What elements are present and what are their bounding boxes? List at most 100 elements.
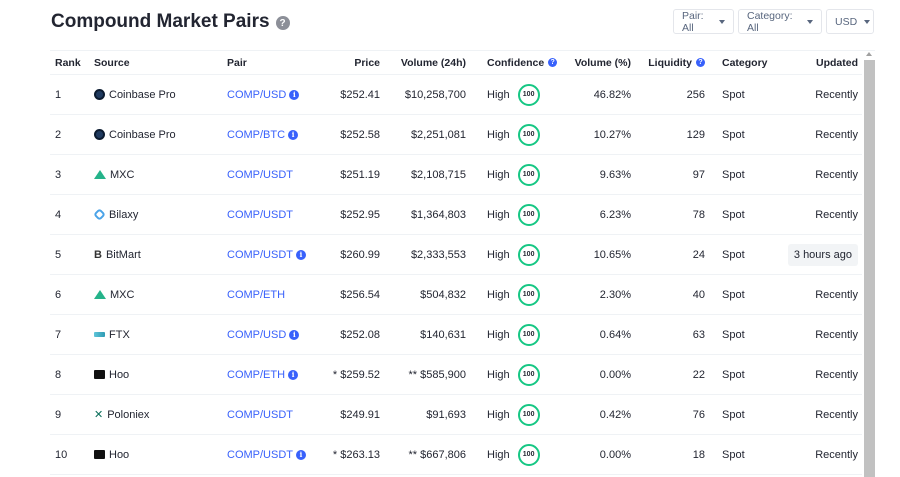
source-cell[interactable]: MXC (94, 275, 219, 314)
pair-cell[interactable]: COMP/USDT (227, 195, 327, 234)
info-icon[interactable]: i (296, 449, 306, 460)
header-price[interactable]: Price (354, 56, 380, 69)
pair-link[interactable]: COMP/USD (227, 88, 287, 101)
help-icon[interactable]: ? (548, 58, 558, 67)
updated-text: 3 hours ago (787, 243, 858, 266)
source-cell[interactable]: Hoo (94, 355, 219, 394)
header-updated[interactable]: Updated (816, 56, 858, 69)
rank-cell: 6 (55, 288, 62, 301)
table-row[interactable]: 2 Coinbase Pro COMP/BTC i $252.58 $2,251,081 H… (50, 115, 862, 155)
updated-text: Recently (815, 408, 858, 421)
source-cell[interactable]: Coinbase Pro (94, 75, 219, 114)
category-cell: Spot (722, 368, 745, 381)
confidence-label: High (487, 208, 510, 221)
pair-link[interactable]: COMP/USD (227, 328, 287, 341)
pair-cell[interactable]: COMP/USDT (227, 155, 327, 194)
pair-link[interactable]: COMP/USDT (227, 168, 293, 181)
header-source[interactable]: Source (94, 56, 130, 69)
price-cell: $252.08 (340, 328, 380, 341)
info-icon[interactable]: i (289, 89, 300, 100)
category-cell: Spot (722, 168, 745, 181)
scroll-up-arrow-icon[interactable] (866, 52, 872, 56)
source-cell[interactable]: Bilaxy (93, 195, 219, 234)
pair-cell[interactable]: COMP/ETH i (227, 355, 327, 394)
volume-cell: $1,364,803 (410, 208, 466, 221)
confidence-cell: High 100 (487, 115, 577, 154)
market-pairs-table: Rank Source Pair Price Volume (24h) Conf… (50, 50, 875, 477)
confidence-score-badge: 100 (517, 83, 540, 106)
source-cell[interactable]: Coinbase Pro (94, 115, 219, 154)
confidence-cell: High 100 (487, 235, 577, 274)
source-name: Hoo (109, 368, 130, 381)
currency-dropdown[interactable]: USD (826, 9, 874, 34)
pair-link[interactable]: COMP/USDT (227, 208, 293, 221)
price-cell: $252.58 (340, 128, 380, 141)
pair-cell[interactable]: COMP/USDT i (227, 235, 327, 274)
info-icon[interactable]: i (296, 249, 306, 260)
table-row[interactable]: 3 MXC COMP/USDT $251.19 $2,108,715 High 100 9.6… (50, 155, 862, 195)
source-cell[interactable]: B BitMart (94, 235, 219, 274)
header-category[interactable]: Category (722, 56, 768, 69)
liquidity-cell: 24 (692, 248, 705, 261)
hoo-icon (94, 450, 105, 459)
table-row[interactable]: 4 Bilaxy COMP/USDT $252.95 $1,364,803 High 100… (50, 195, 862, 235)
liquidity-cell: 78 (692, 208, 705, 221)
info-icon[interactable]: i (289, 329, 300, 340)
info-icon[interactable]: i (288, 369, 299, 380)
pair-cell[interactable]: COMP/ETH (227, 275, 327, 314)
volume-percent-cell: 0.00% (599, 448, 631, 461)
mxc-icon (94, 290, 106, 299)
updated-cell: Recently (768, 435, 858, 474)
pair-link[interactable]: COMP/BTC (227, 128, 286, 141)
volume-cell: $91,693 (426, 408, 466, 421)
pair-filter-dropdown[interactable]: Pair: All (673, 9, 734, 34)
header-liquidity[interactable]: Liquidity ? (635, 51, 705, 74)
header-volume-percent[interactable]: Volume (%) (574, 56, 631, 69)
updated-cell: Recently (768, 195, 858, 234)
pair-cell[interactable]: COMP/USDT i (227, 435, 327, 474)
rank-cell: 9 (55, 408, 62, 421)
pair-link[interactable]: COMP/USDT (227, 448, 293, 461)
pair-filter-label: Pair: All (682, 9, 704, 34)
header-rank[interactable]: Rank (55, 56, 81, 69)
volume-percent-cell: 10.65% (593, 248, 631, 261)
pair-cell[interactable]: COMP/USDT (227, 395, 327, 434)
liquidity-cell: 97 (692, 168, 705, 181)
help-icon[interactable]: ? (275, 16, 290, 30)
pair-cell[interactable]: COMP/BTC i (227, 115, 327, 154)
header-pair[interactable]: Pair (227, 56, 247, 69)
table-row[interactable]: 8 Hoo COMP/ETH i * $259.52 ** $585,900 High 100… (50, 355, 862, 395)
confidence-label: High (487, 368, 510, 381)
table-row[interactable]: 10 Hoo COMP/USDT i * $263.13 ** $667,806 High 1… (50, 435, 862, 475)
confidence-label: High (487, 248, 510, 261)
scrollbar[interactable] (864, 60, 875, 477)
table-row[interactable]: 7 FTX COMP/USD i $252.08 $140,631 High 100 0.64%… (50, 315, 862, 355)
pair-link[interactable]: COMP/ETH (227, 368, 286, 381)
ftx-icon (94, 332, 105, 337)
volume-cell: ** $585,900 (408, 368, 467, 381)
table-row[interactable]: 6 MXC COMP/ETH $256.54 $504,832 High 100 2.30% 4… (50, 275, 862, 315)
pair-link[interactable]: COMP/ETH (227, 288, 286, 301)
table-row[interactable]: 5 B BitMart COMP/USDT i $260.99 $2,333,553 High… (50, 235, 862, 275)
source-cell[interactable]: ✕ Poloniex (94, 395, 219, 434)
volume-cell: $2,108,715 (410, 168, 466, 181)
pair-link[interactable]: COMP/USDT (227, 248, 293, 261)
info-icon[interactable]: i (288, 129, 299, 140)
table-row[interactable]: 1 Coinbase Pro COMP/USD i $252.41 $10,258,700… (50, 75, 862, 115)
header-confidence[interactable]: Confidence ? (487, 51, 572, 74)
volume-percent-cell: 10.27% (593, 128, 631, 141)
confidence-cell: High 100 (487, 395, 577, 434)
header-volume[interactable]: Volume (24h) (400, 56, 466, 69)
source-cell[interactable]: FTX (94, 315, 219, 354)
source-cell[interactable]: MXC (94, 155, 219, 194)
category-filter-dropdown[interactable]: Category: All (738, 9, 822, 34)
volume-percent-cell: 0.00% (599, 368, 631, 381)
bitmart-icon: B (94, 248, 102, 261)
pair-link[interactable]: COMP/USDT (227, 408, 293, 421)
table-row[interactable]: 9 ✕ Poloniex COMP/USDT $249.91 $91,693 High 100… (50, 395, 862, 435)
help-icon[interactable]: ? (696, 58, 705, 67)
confidence-cell: High 100 (487, 355, 577, 394)
pair-cell[interactable]: COMP/USD i (227, 315, 327, 354)
pair-cell[interactable]: COMP/USD i (227, 75, 327, 114)
source-cell[interactable]: Hoo (94, 435, 219, 474)
